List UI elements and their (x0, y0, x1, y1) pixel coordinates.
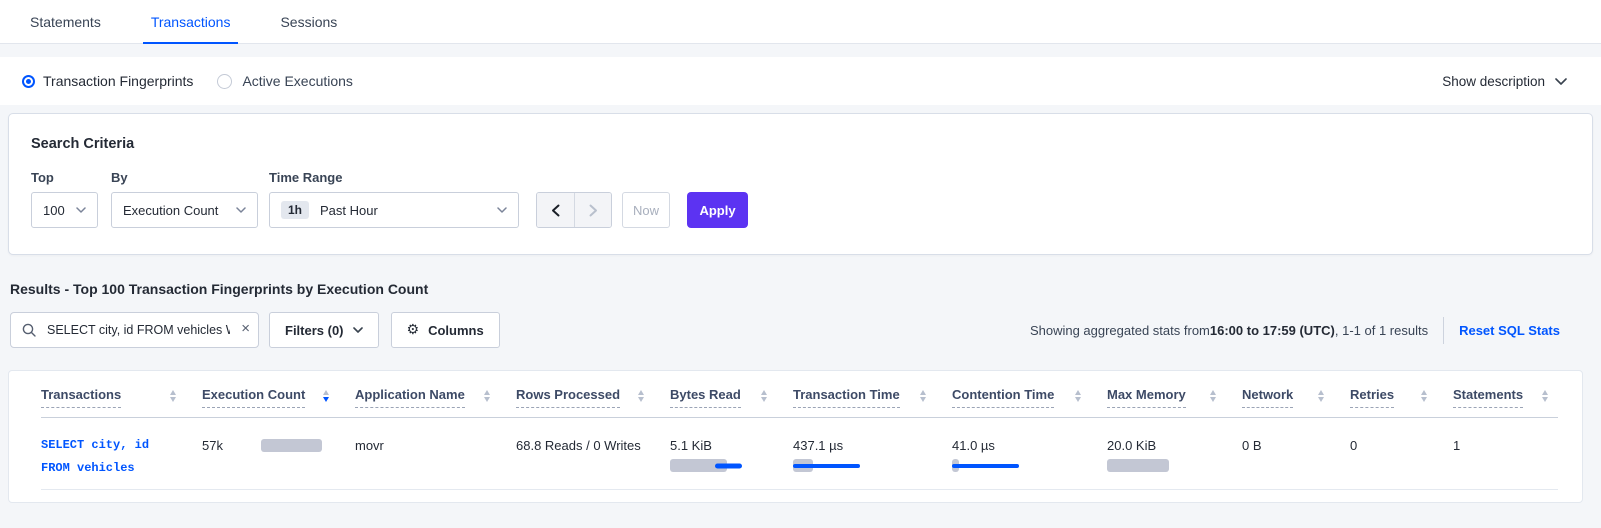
max-memory-bar (1107, 459, 1242, 472)
time-range-select[interactable]: 1h Past Hour (269, 192, 519, 228)
by-label: By (111, 170, 128, 185)
show-description-label: Show description (1442, 73, 1545, 89)
table-header-row: Transactions Execution Count Application… (41, 371, 1558, 418)
sort-icon[interactable] (170, 390, 176, 402)
chevron-down-icon (236, 207, 246, 213)
column-header-network[interactable]: Network (1242, 387, 1350, 408)
chevron-down-icon (1555, 77, 1567, 85)
results-controls: × Filters (0) ⚙ Columns Showing aggregat… (10, 312, 1560, 348)
column-header-rows-processed[interactable]: Rows Processed (516, 387, 670, 408)
top-label: Top (31, 170, 54, 185)
sort-icon[interactable] (484, 390, 490, 402)
radio-selected-icon (24, 76, 33, 86)
search-input[interactable] (10, 312, 259, 348)
show-description-toggle[interactable]: Show description (1442, 74, 1567, 89)
retries-value: 0 (1350, 438, 1358, 453)
sort-icon[interactable] (1542, 390, 1548, 402)
contention-time-value: 41.0 µs (952, 438, 995, 453)
max-memory-value: 20.0 KiB (1107, 438, 1157, 453)
column-header-retries[interactable]: Retries (1350, 387, 1453, 408)
now-button[interactable]: Now (622, 192, 671, 228)
by-select[interactable]: Execution Count (111, 192, 258, 228)
top-select[interactable]: 100 (31, 192, 98, 228)
search-icon (22, 323, 36, 342)
filters-label: Filters (0) (285, 322, 344, 338)
by-select-value: Execution Count (123, 202, 219, 218)
page-tabs: Statements Transactions Sessions (0, 0, 1601, 44)
column-header-max-memory[interactable]: Max Memory (1107, 387, 1242, 408)
results-title: Results - Top 100 Transaction Fingerprin… (10, 281, 429, 297)
column-header-bytes-read[interactable]: Bytes Read (670, 387, 793, 408)
execution-count-value: 57k (202, 438, 223, 453)
search-criteria-panel: Search Criteria Top 100 By Execution Cou… (8, 113, 1593, 255)
network-value: 0 B (1242, 438, 1262, 453)
sort-icon[interactable] (1421, 390, 1427, 402)
reset-sql-stats-link[interactable]: Reset SQL Stats (1459, 322, 1560, 338)
column-header-application-name[interactable]: Application Name (355, 387, 516, 408)
transaction-time-value: 437.1 µs (793, 438, 844, 453)
chevron-down-icon (497, 207, 507, 213)
table-row: SELECT city, id FROM vehicles 57k movr 6… (41, 418, 1558, 490)
sort-icon[interactable] (1075, 390, 1081, 402)
statements-value: 1 (1453, 438, 1461, 453)
divider (1443, 316, 1445, 344)
tab-sessions[interactable]: Sessions (280, 13, 338, 30)
time-range-label: Time Range (269, 170, 343, 185)
columns-label: Columns (428, 322, 484, 338)
transaction-fingerprint-link[interactable]: SELECT city, id FROM vehicles (41, 438, 150, 475)
transaction-time-bar (793, 459, 952, 472)
stats-time-range: 16:00 to 17:59 (UTC) (1209, 322, 1335, 338)
column-header-statements[interactable]: Statements (1453, 387, 1558, 408)
radio-label: Transaction Fingerprints (43, 73, 194, 89)
time-range-pager (536, 192, 612, 228)
bytes-read-bar (670, 459, 793, 472)
filters-button[interactable]: Filters (0) (269, 312, 379, 348)
sort-icon[interactable] (1318, 390, 1324, 402)
sort-icon[interactable] (638, 390, 644, 402)
radio-transaction-fingerprints[interactable]: Transaction Fingerprints (24, 73, 193, 89)
time-range-value: Past Hour (320, 202, 378, 218)
chevron-down-icon (352, 327, 363, 333)
column-header-execution-count[interactable]: Execution Count (202, 387, 355, 408)
sort-icon[interactable] (920, 390, 926, 402)
tab-statements[interactable]: Statements (30, 13, 101, 30)
next-time-range-button[interactable] (574, 193, 611, 227)
search-criteria-title: Search Criteria (31, 136, 135, 152)
clear-search-icon[interactable]: × (241, 320, 250, 337)
column-header-transaction-time[interactable]: Transaction Time (793, 387, 952, 408)
time-range-badge: 1h (281, 201, 310, 219)
column-header-contention-time[interactable]: Contention Time (952, 387, 1107, 408)
aggregated-stats-text: Showing aggregated stats from 16:00 to 1… (1029, 322, 1429, 338)
top-select-value: 100 (43, 202, 65, 218)
sort-icon[interactable] (1210, 390, 1216, 402)
view-toggle-bar: Transaction Fingerprints Active Executio… (0, 57, 1601, 105)
sort-icon[interactable] (761, 390, 767, 402)
application-name-value: movr (355, 438, 384, 453)
sql-search-box: × (10, 312, 259, 348)
column-header-transactions[interactable]: Transactions (41, 387, 202, 408)
rows-processed-value: 68.8 Reads / 0 Writes (516, 438, 641, 453)
radio-label: Active Executions (242, 73, 353, 89)
chevron-down-icon (76, 207, 86, 213)
previous-time-range-button[interactable] (537, 193, 574, 227)
execution-count-bar (260, 439, 322, 452)
gear-icon: ⚙ (406, 322, 420, 338)
bytes-read-value: 5.1 KiB (670, 438, 712, 453)
transactions-table: Transactions Execution Count Application… (8, 370, 1583, 503)
radio-active-executions[interactable]: Active Executions (217, 73, 353, 89)
contention-time-bar (952, 459, 1107, 472)
apply-button[interactable]: Apply (687, 192, 749, 228)
columns-button[interactable]: ⚙ Columns (390, 312, 500, 348)
sort-icon-active[interactable] (323, 390, 329, 402)
tab-transactions[interactable]: Transactions (142, 0, 239, 44)
radio-unselected-icon (217, 73, 233, 89)
